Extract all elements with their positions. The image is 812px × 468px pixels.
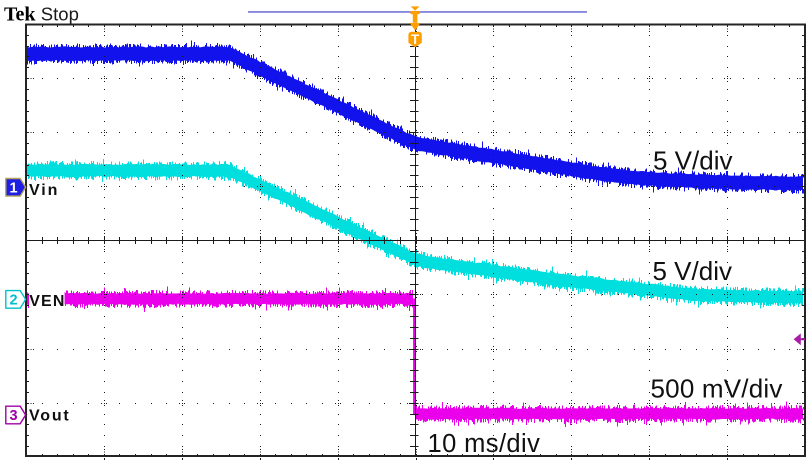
svg-text:5 V/div: 5 V/div: [653, 256, 733, 286]
svg-text:500 mV/div: 500 mV/div: [651, 374, 783, 404]
svg-text:5 V/div: 5 V/div: [653, 146, 733, 176]
svg-text:1: 1: [10, 181, 18, 197]
svg-text:VEN: VEN: [29, 293, 65, 310]
svg-text:Stop: Stop: [41, 3, 79, 24]
svg-text:Vout: Vout: [29, 407, 71, 424]
svg-text:Tek: Tek: [4, 4, 36, 26]
svg-text:T: T: [411, 32, 420, 47]
svg-text:3: 3: [10, 408, 18, 424]
svg-text:2: 2: [10, 293, 18, 309]
svg-text:Vin: Vin: [29, 182, 59, 199]
svg-text:10 ms/div: 10 ms/div: [428, 430, 541, 458]
